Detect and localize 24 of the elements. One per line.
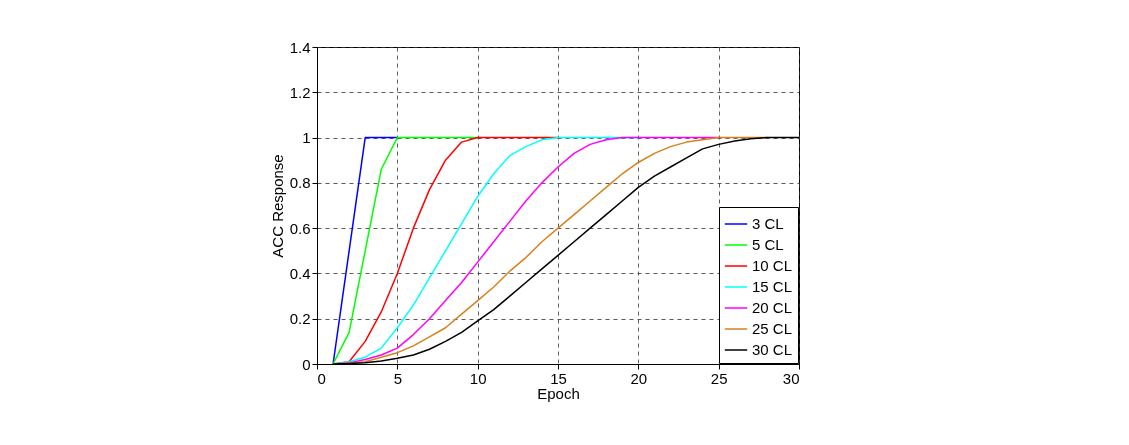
x-tick-label: 10 <box>469 369 487 387</box>
y-tick-label: 1.2 <box>289 83 311 101</box>
legend-label: 15 CL <box>752 278 793 295</box>
x-tick-label: 30 <box>782 369 800 387</box>
legend-label: 20 CL <box>752 299 793 316</box>
x-tick-label: 15 <box>550 369 567 387</box>
x-tick-label: 5 <box>393 369 403 387</box>
y-tick-label: 1 <box>302 129 311 147</box>
x-tick-label: 25 <box>710 369 728 387</box>
y-tick-label: 0.2 <box>289 310 311 328</box>
x-tick-label: 0 <box>317 369 326 387</box>
legend-label: 5 CL <box>752 236 784 253</box>
legend-label: 3 CL <box>752 215 784 232</box>
y-tick-label: 1.4 <box>289 38 311 56</box>
y-tick-label: 0.4 <box>289 264 311 282</box>
legend-label: 25 CL <box>752 320 793 337</box>
y-tick-label: 0.6 <box>289 219 311 237</box>
x-axis-title: Epoch <box>537 384 580 402</box>
y-tick-label: 0 <box>302 355 311 373</box>
y-tick-label: 0.8 <box>289 174 311 192</box>
y-axis-title: ACC Response <box>268 154 286 258</box>
legend-label: 30 CL <box>752 341 793 358</box>
legend-label: 10 CL <box>752 257 793 274</box>
x-tick-label: 20 <box>630 369 648 387</box>
